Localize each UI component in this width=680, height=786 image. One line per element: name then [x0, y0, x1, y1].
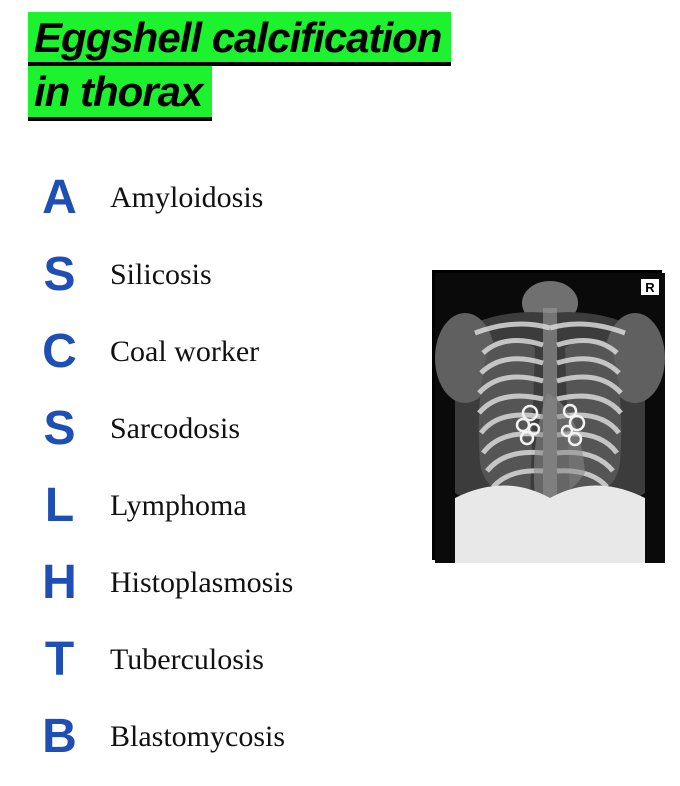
mnemonic-term: Amyloidosis — [110, 181, 263, 215]
mnemonic-letter: T — [30, 632, 90, 687]
mnemonic-list: A Amyloidosis S Silicosis C Coal worker … — [30, 170, 450, 786]
list-item: S Sarcodosis — [30, 401, 450, 456]
chest-xray-image: R — [432, 270, 662, 560]
mnemonic-letter: A — [30, 170, 90, 225]
mnemonic-term: Histoplasmosis — [110, 566, 293, 600]
list-item: C Coal worker — [30, 324, 450, 379]
mnemonic-letter: B — [30, 709, 90, 764]
title-line-1: Eggshell calcification — [28, 12, 451, 66]
mnemonic-letter: H — [30, 555, 90, 610]
mnemonic-term: Tuberculosis — [110, 643, 264, 677]
xray-side-marker: R — [645, 280, 655, 295]
xray-svg: R — [435, 273, 665, 563]
list-item: L Lymphoma — [30, 478, 450, 533]
page-title: Eggshell calcification in thorax — [28, 12, 451, 121]
list-item: B Blastomycosis — [30, 709, 450, 764]
mnemonic-letter: L — [30, 478, 90, 533]
mnemonic-term: Blastomycosis — [110, 720, 285, 754]
list-item: A Amyloidosis — [30, 170, 450, 225]
list-item: H Histoplasmosis — [30, 555, 450, 610]
list-item: T Tuberculosis — [30, 632, 450, 687]
mnemonic-term: Silicosis — [110, 258, 212, 292]
mnemonic-letter: C — [30, 324, 90, 379]
list-item: S Silicosis — [30, 247, 450, 302]
mnemonic-letter: S — [30, 401, 90, 456]
mnemonic-term: Coal worker — [110, 335, 259, 369]
mnemonic-term: Sarcodosis — [110, 412, 240, 446]
mnemonic-term: Lymphoma — [110, 489, 247, 523]
mnemonic-letter: S — [30, 247, 90, 302]
title-line-2: in thorax — [28, 66, 212, 120]
